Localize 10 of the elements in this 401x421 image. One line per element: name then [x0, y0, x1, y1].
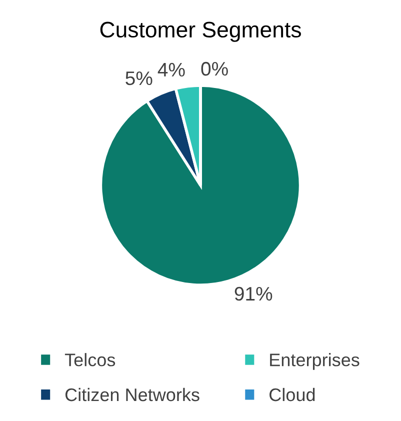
data-label: 4% — [158, 62, 185, 77]
data-label: 5% — [126, 71, 152, 86]
legend-label: Citizen Networks — [65, 388, 200, 402]
pie-slice — [99, 84, 302, 286]
legend-label: Enterprises — [270, 353, 360, 370]
legend-label: Telcos — [64, 353, 116, 366]
data-label: 91% — [234, 286, 272, 301]
text: 0% — [201, 62, 228, 76]
legend-label: Cloud — [270, 388, 315, 402]
chart-title: Customer Segments — [100, 22, 301, 42]
